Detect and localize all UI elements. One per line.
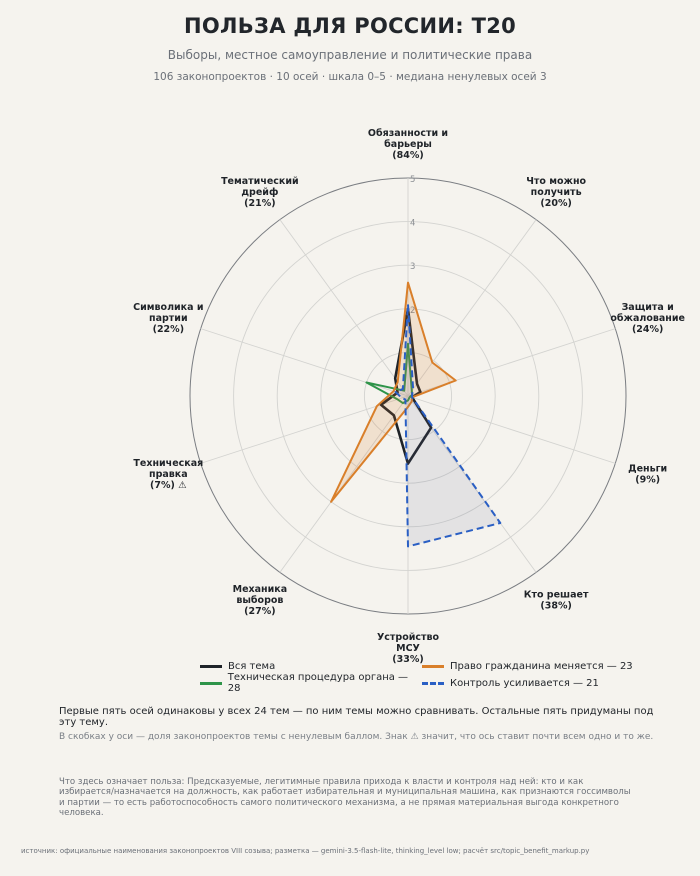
axis-label: Защита и обжалование (24%) xyxy=(610,302,685,335)
series-polygon xyxy=(394,303,502,548)
axis-label: Кто решает (38%) xyxy=(524,589,589,611)
legend-swatch xyxy=(200,681,222,685)
axis-label: Механика выборов (27%) xyxy=(233,584,288,617)
axes-comparison-note: Первые пять осей одинаковы у всех 24 тем… xyxy=(59,706,654,728)
legend-swatch xyxy=(200,664,222,668)
axis-label: Устройство МСУ (33%) xyxy=(377,632,440,665)
legend-label: Техническая процедура органа — 28 xyxy=(227,672,409,694)
chart-legend: Вся тема Право гражданина меняется — 23 … xyxy=(200,659,640,694)
chart-caption: 106 законопроектов · 10 осей · шкала 0–5… xyxy=(153,71,547,83)
legend-swatch xyxy=(422,664,444,668)
legend-label: Право гражданина меняется — 23 xyxy=(450,660,633,672)
axis-label: Техническая правка (7%) ⚠ xyxy=(133,458,203,491)
radial-tick-label: 4 xyxy=(410,219,415,229)
axis-label: Что можно получить (20%) xyxy=(526,176,586,209)
legend-item: Техническая процедура органа — 28 xyxy=(200,672,422,694)
radar-spoke xyxy=(200,395,409,464)
series-polygon xyxy=(330,281,457,503)
radial-tick-label: 5 xyxy=(410,175,415,185)
radar-spoke xyxy=(279,395,409,573)
radial-tick-label: 3 xyxy=(410,262,415,272)
chart-subtitle: Выборы, местное самоуправление и политич… xyxy=(167,48,533,62)
axis-label: Символика и партии (22%) xyxy=(133,302,203,335)
legend-label: Вся тема xyxy=(228,660,276,672)
radar-spoke xyxy=(407,395,616,464)
series-polygon xyxy=(379,307,433,465)
legend-item: Контроль усиливается — 21 xyxy=(422,676,640,690)
radar-spoke xyxy=(407,219,537,397)
axis-label: Деньги (9%) xyxy=(628,463,667,485)
legend-swatch xyxy=(422,681,444,685)
radial-tick-label: 2 xyxy=(410,306,415,316)
radar-spoke xyxy=(279,219,409,397)
axis-label: Тематический дрейф (21%) xyxy=(221,176,299,209)
source-footer: источник: официальные наименования закон… xyxy=(21,847,590,855)
legend-item: Право гражданина меняется — 23 xyxy=(422,659,640,673)
axis-label: Обязанности и барьеры (84%) xyxy=(368,128,448,161)
radar-spoke xyxy=(200,328,409,397)
benefit-definition: Что здесь означает польза: Предсказуемые… xyxy=(59,777,631,819)
legend-item: Вся тема xyxy=(200,659,422,673)
chart-title: ПОЛЬЗА ДЛЯ РОССИИ: T20 xyxy=(183,14,517,38)
share-explanation-note: В скобках у оси — доля законопроектов те… xyxy=(59,732,654,742)
legend-label: Контроль усиливается — 21 xyxy=(450,677,599,689)
